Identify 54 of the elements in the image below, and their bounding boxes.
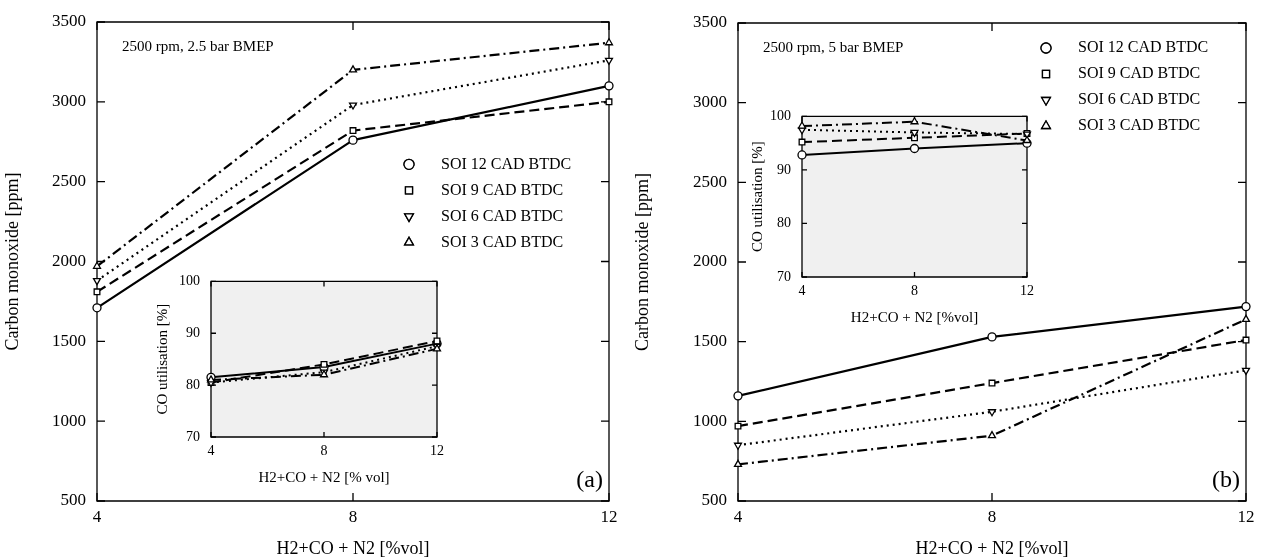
y-tick-label: 90 xyxy=(777,161,791,177)
x-tick-label: 12 xyxy=(1237,506,1255,526)
legend-label: SOI 3 CAD BTDC xyxy=(441,232,564,250)
y-tick-label: 3500 xyxy=(52,11,86,31)
x-axis-title: H2+CO + N2 [% vol] xyxy=(258,468,390,485)
annotation: 2500 rpm, 5 bar BMEP xyxy=(763,38,904,55)
y-tick-label: 2500 xyxy=(693,171,727,191)
legend-label: SOI 12 CAD BTDC xyxy=(441,154,572,172)
x-tick-label: 12 xyxy=(600,506,618,526)
y-tick-label: 3500 xyxy=(693,12,727,32)
y-tick-label: 2000 xyxy=(693,251,727,271)
y-axis-title: Carbon monoxide [ppm] xyxy=(631,173,652,351)
y-tick-label: 500 xyxy=(60,490,86,510)
x-tick-label: 8 xyxy=(320,443,328,459)
y-tick-label: 90 xyxy=(186,324,200,340)
y-tick-label: 2500 xyxy=(52,171,86,191)
y-tick-label: 100 xyxy=(179,273,200,289)
x-axis-title: H2+CO + N2 [%vol] xyxy=(850,308,979,325)
x-axis-title: H2+CO + N2 [%vol] xyxy=(915,537,1069,558)
y-tick-label: 2000 xyxy=(52,250,86,270)
y-axis-title: CO utilisation [%] xyxy=(153,303,170,415)
y-tick-label: 80 xyxy=(777,215,791,231)
x-tick-label: 4 xyxy=(733,506,743,526)
y-tick-label: 70 xyxy=(777,268,791,284)
y-tick-label: 1500 xyxy=(693,331,727,351)
legend-label: SOI 9 CAD BTDC xyxy=(1078,64,1201,82)
y-axis-title: Carbon monoxide [ppm] xyxy=(1,172,22,351)
x-tick-label: 12 xyxy=(1020,283,1034,299)
y-tick-label: 1000 xyxy=(52,410,86,430)
y-tick-label: 3000 xyxy=(693,92,727,112)
annotation: (a) xyxy=(576,466,603,493)
y-tick-label: 80 xyxy=(186,376,200,392)
legend-label: SOI 6 CAD BTDC xyxy=(1078,90,1201,108)
y-tick-label: 1500 xyxy=(52,330,86,350)
y-tick-label: 100 xyxy=(770,108,791,124)
annotation: (b) xyxy=(1212,466,1240,493)
x-axis-title: H2+CO + N2 [%vol] xyxy=(276,537,430,558)
x-tick-label: 8 xyxy=(348,506,358,526)
y-axis-title: CO utilisation [%] xyxy=(748,141,765,253)
x-tick-label: 4 xyxy=(798,283,806,299)
y-tick-label: 3000 xyxy=(52,91,86,111)
legend-label: SOI 6 CAD BTDC xyxy=(441,206,564,224)
legend-label: SOI 12 CAD BTDC xyxy=(1078,38,1209,56)
y-tick-label: 500 xyxy=(701,490,727,510)
x-tick-label: 8 xyxy=(911,283,918,299)
x-tick-label: 12 xyxy=(430,443,444,459)
y-tick-label: 1000 xyxy=(693,410,727,430)
y-tick-label: 70 xyxy=(186,428,200,444)
legend-label: SOI 9 CAD BTDC xyxy=(441,180,564,198)
x-tick-label: 8 xyxy=(987,506,997,526)
annotation: 2500 rpm, 2.5 bar BMEP xyxy=(122,37,274,54)
x-tick-label: 4 xyxy=(92,506,102,526)
x-tick-label: 4 xyxy=(207,443,215,459)
legend-label: SOI 3 CAD BTDC xyxy=(1078,116,1201,134)
